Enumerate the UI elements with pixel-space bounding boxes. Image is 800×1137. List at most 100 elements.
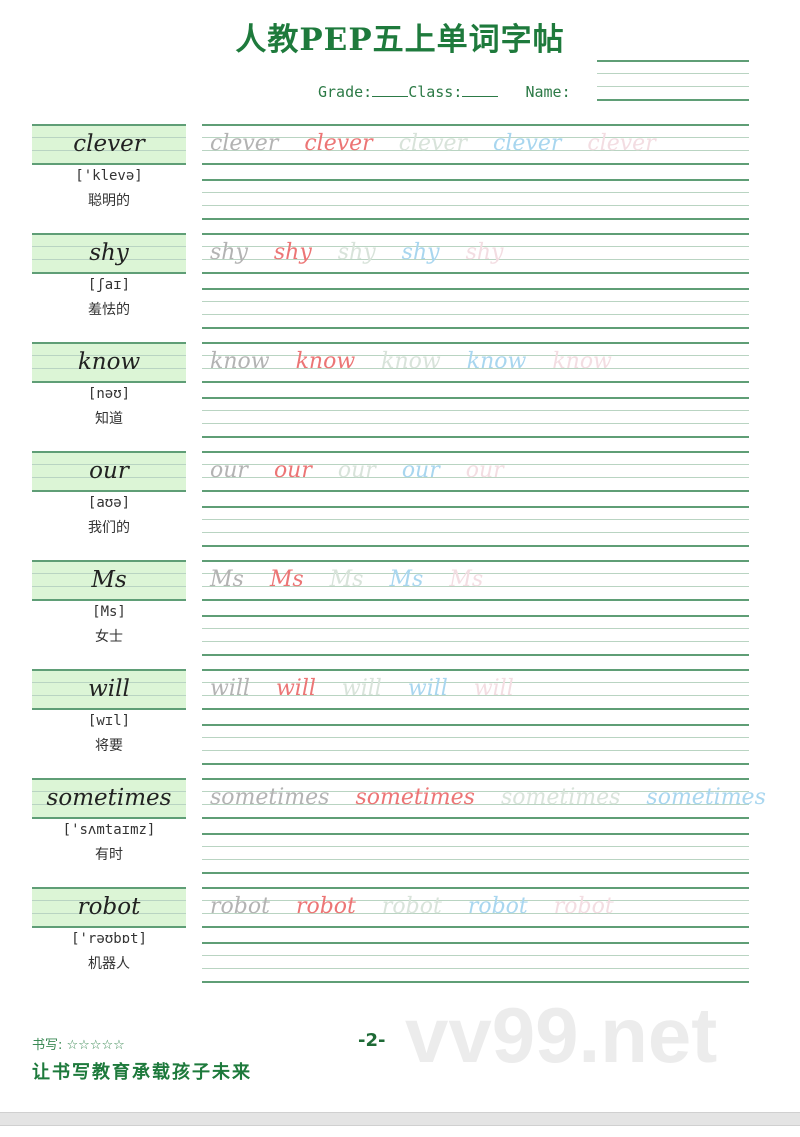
writing-line <box>202 272 749 274</box>
tracing-word: our <box>273 458 312 483</box>
tracing-word: know <box>210 349 270 374</box>
watermark: vv99.net <box>405 991 718 1079</box>
phonetic: ['sʌmtaɪmz] <box>62 822 156 838</box>
tracing-word: Ms <box>269 567 304 592</box>
name-writing-lines[interactable] <box>597 60 749 101</box>
word-line <box>32 791 186 792</box>
writing-line <box>202 872 749 874</box>
writing-line <box>202 545 749 547</box>
writing-line <box>202 724 749 726</box>
word-line <box>32 124 186 126</box>
tracing-word: clever <box>304 131 373 156</box>
rating-label: 书写: <box>32 1038 63 1053</box>
tracing-word: know <box>381 349 441 374</box>
tracing-word: our <box>210 458 248 483</box>
tracing-word: will <box>473 676 514 701</box>
class-blank[interactable] <box>462 82 499 97</box>
writing-line <box>202 451 749 453</box>
writing-line <box>202 423 749 424</box>
word-line <box>32 342 186 344</box>
writing-line <box>202 846 749 847</box>
writing-line <box>202 599 749 601</box>
word-highlight <box>32 778 186 818</box>
writing-line <box>202 695 749 696</box>
vocab-word: our <box>89 458 129 484</box>
grade-blank[interactable] <box>372 82 409 97</box>
writing-line <box>202 654 749 656</box>
writing-line <box>202 859 749 860</box>
page-title: 人教PEP五上单词字帖 <box>235 22 565 58</box>
word-highlight <box>32 233 186 273</box>
word-line <box>32 381 186 383</box>
phonetic: [wɪl] <box>87 713 131 729</box>
word-line <box>32 804 186 805</box>
writing-line <box>202 288 749 290</box>
word-line <box>32 560 186 562</box>
writing-line <box>202 519 749 520</box>
meaning: 羞怯的 <box>88 302 130 318</box>
phonetic: ['rəʊbɒt] <box>71 931 147 947</box>
tracing-word: shy <box>465 240 504 265</box>
tracing-word: robot <box>295 894 356 919</box>
word-line <box>32 368 186 369</box>
rating-stars: ☆☆☆☆☆ <box>66 1038 125 1053</box>
word-section: our [aʊə] 我们的 our our our our our <box>0 451 800 560</box>
writing-line <box>202 192 749 193</box>
tracing-word: shy <box>337 240 376 265</box>
word-section: robot ['rəʊbɒt] 机器人 robot robot robot robot rob… <box>0 887 800 996</box>
writing-rating: 书写: ☆☆☆☆☆ <box>32 1034 125 1053</box>
writing-line <box>202 817 749 819</box>
name-label: Name: <box>525 83 571 101</box>
name-line <box>597 73 749 74</box>
writing-line <box>202 778 749 780</box>
vocab-word: shy <box>89 240 129 266</box>
word-highlight <box>32 342 186 382</box>
word-line <box>32 695 186 696</box>
meaning: 有时 <box>95 847 123 863</box>
tracing-word: clever <box>587 131 656 156</box>
tracing-word: will <box>341 676 382 701</box>
word-line <box>32 490 186 492</box>
writing-line <box>202 179 749 181</box>
word-line <box>32 817 186 819</box>
writing-line <box>202 233 749 235</box>
phonetic: [nəʊ] <box>87 386 131 402</box>
phonetic: [aʊə] <box>87 495 131 511</box>
meaning: 知道 <box>95 411 123 427</box>
writing-line <box>202 560 749 562</box>
tracing-words: will will will will will <box>210 669 540 709</box>
vocab-word: know <box>77 349 141 375</box>
writing-line <box>202 763 749 765</box>
writing-line <box>202 586 749 587</box>
phonetic: [Ms] <box>92 604 126 620</box>
page-number: -2- <box>358 1030 386 1051</box>
vocab-word: sometimes <box>46 785 172 811</box>
word-line <box>32 163 186 165</box>
word-line <box>32 477 186 478</box>
word-section: Ms [Ms] 女士 Ms Ms Ms Ms Ms <box>0 560 800 669</box>
tracing-word: will <box>407 676 448 701</box>
writing-line <box>202 477 749 478</box>
word-line <box>32 708 186 710</box>
writing-line <box>202 981 749 983</box>
writing-line <box>202 506 749 508</box>
name-line <box>597 99 749 101</box>
writing-line <box>202 791 749 792</box>
writing-line <box>202 150 749 151</box>
tracing-words: know know know know know <box>210 342 638 382</box>
phonetic: ['klevə] <box>75 168 143 184</box>
word-line <box>32 778 186 780</box>
writing-line <box>202 490 749 492</box>
tracing-word: know <box>466 349 527 374</box>
writing-line <box>202 573 749 574</box>
tracing-word: know <box>295 349 356 374</box>
tracing-words: shy shy shy shy shy <box>210 233 529 273</box>
tracing-word: shy <box>273 240 312 265</box>
writing-line <box>202 124 749 126</box>
writing-line <box>202 669 749 671</box>
word-section: know [nəʊ] 知道 know know know know know <box>0 342 800 451</box>
writing-line <box>202 942 749 944</box>
student-info: Grade: Class: Name: <box>318 82 571 101</box>
meaning: 聪明的 <box>88 193 130 209</box>
slogan: 让书写教育承载孩子未来 <box>32 1062 252 1083</box>
